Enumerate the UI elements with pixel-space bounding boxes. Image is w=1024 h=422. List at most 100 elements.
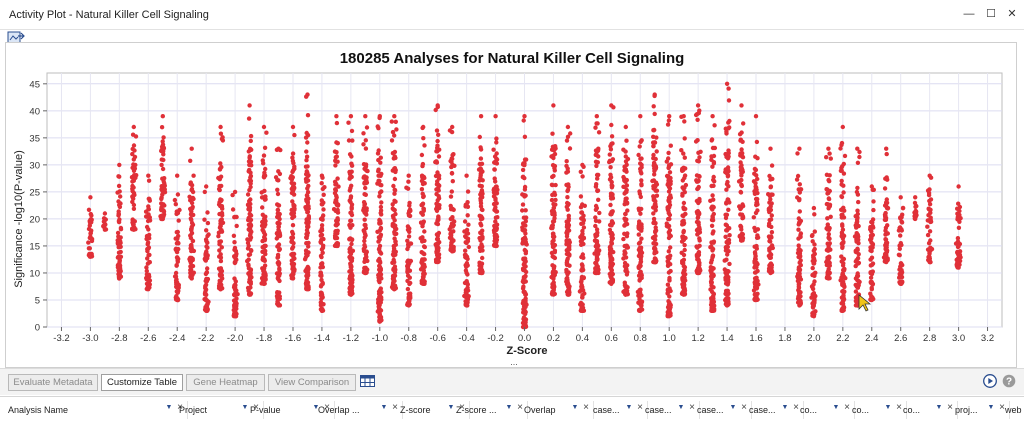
data-point[interactable] (668, 193, 673, 198)
data-point[interactable] (175, 257, 180, 263)
data-point[interactable] (884, 146, 889, 151)
data-point[interactable] (711, 285, 716, 290)
data-point[interactable] (709, 138, 714, 143)
data-point[interactable] (625, 208, 630, 213)
data-point[interactable] (654, 182, 660, 187)
data-point[interactable] (449, 171, 455, 176)
data-point[interactable] (955, 260, 960, 265)
data-point[interactable] (406, 234, 412, 239)
data-point[interactable] (246, 207, 251, 212)
data-point[interactable] (276, 274, 281, 279)
data-point[interactable] (130, 195, 135, 200)
data-point[interactable] (433, 159, 438, 165)
data-point[interactable] (565, 207, 570, 212)
data-point[interactable] (392, 191, 397, 196)
data-point[interactable] (159, 125, 165, 130)
data-point[interactable] (274, 236, 279, 241)
data-point[interactable] (349, 210, 354, 215)
data-point[interactable] (883, 242, 888, 248)
data-point[interactable] (927, 229, 933, 234)
data-point[interactable] (855, 208, 860, 213)
data-point[interactable] (709, 157, 714, 162)
data-point[interactable] (118, 227, 124, 232)
data-point[interactable] (843, 276, 848, 281)
data-point[interactable] (679, 250, 684, 255)
data-point[interactable] (552, 242, 558, 248)
data-point[interactable] (668, 245, 673, 250)
data-point[interactable] (275, 207, 280, 213)
data-point[interactable] (478, 270, 484, 276)
data-point[interactable] (162, 176, 167, 181)
data-point[interactable] (667, 212, 673, 218)
data-point[interactable] (131, 222, 136, 227)
data-point[interactable] (839, 254, 844, 259)
data-point[interactable] (681, 263, 686, 269)
data-point[interactable] (277, 247, 282, 252)
data-point[interactable] (406, 263, 411, 268)
data-point[interactable] (188, 233, 193, 238)
data-point[interactable] (956, 184, 961, 189)
data-point[interactable] (392, 273, 398, 278)
data-point[interactable] (524, 242, 529, 247)
data-point[interactable] (218, 258, 224, 264)
data-point[interactable] (419, 202, 424, 208)
column-divider[interactable] (1009, 401, 1010, 419)
data-point[interactable] (883, 237, 889, 242)
data-point[interactable] (551, 266, 557, 271)
data-point[interactable] (318, 239, 323, 245)
data-point[interactable] (479, 223, 484, 228)
data-point[interactable] (492, 228, 497, 233)
data-point[interactable] (390, 151, 396, 156)
data-point[interactable] (680, 185, 685, 190)
minimize-button[interactable]: — (963, 8, 975, 20)
data-point[interactable] (927, 198, 932, 204)
data-point[interactable] (376, 173, 381, 178)
data-point[interactable] (753, 257, 758, 262)
data-point[interactable] (217, 272, 223, 277)
remove-column-icon[interactable]: × (793, 402, 799, 413)
data-point[interactable] (245, 285, 251, 291)
data-point[interactable] (838, 278, 843, 283)
data-point[interactable] (869, 297, 874, 303)
data-point[interactable] (447, 227, 452, 232)
data-point[interactable] (607, 222, 613, 228)
data-point[interactable] (899, 261, 904, 266)
data-point[interactable] (347, 169, 352, 175)
data-point[interactable] (596, 130, 602, 135)
data-point[interactable] (871, 225, 876, 230)
data-point[interactable] (118, 268, 123, 274)
data-point[interactable] (581, 213, 586, 218)
data-point[interactable] (638, 260, 643, 265)
data-point[interactable] (333, 229, 338, 234)
data-point[interactable] (392, 229, 397, 235)
data-point[interactable] (478, 175, 483, 180)
data-point[interactable] (494, 222, 500, 227)
data-point[interactable] (708, 198, 713, 203)
data-point[interactable] (565, 195, 570, 200)
data-point[interactable] (812, 246, 817, 252)
data-point[interactable] (521, 278, 526, 284)
data-point[interactable] (622, 223, 627, 228)
data-point[interactable] (841, 171, 847, 176)
data-point[interactable] (348, 114, 354, 119)
column-header[interactable]: co... (903, 405, 921, 415)
data-point[interactable] (680, 258, 685, 264)
data-point[interactable] (276, 203, 282, 208)
data-point[interactable] (710, 255, 715, 260)
data-point[interactable] (245, 202, 251, 208)
data-point[interactable] (914, 213, 919, 218)
data-point[interactable] (449, 189, 454, 194)
data-point[interactable] (362, 244, 368, 250)
data-point[interactable] (247, 159, 252, 165)
data-point[interactable] (564, 251, 570, 257)
data-point[interactable] (450, 179, 455, 184)
data-point[interactable] (651, 211, 656, 216)
data-point[interactable] (651, 220, 656, 226)
data-point[interactable] (857, 279, 862, 285)
data-point[interactable] (752, 250, 758, 255)
remove-column-icon[interactable]: × (947, 402, 953, 413)
data-point[interactable] (348, 174, 353, 179)
data-point[interactable] (855, 256, 861, 261)
data-point[interactable] (276, 146, 281, 151)
data-point[interactable] (434, 128, 440, 133)
